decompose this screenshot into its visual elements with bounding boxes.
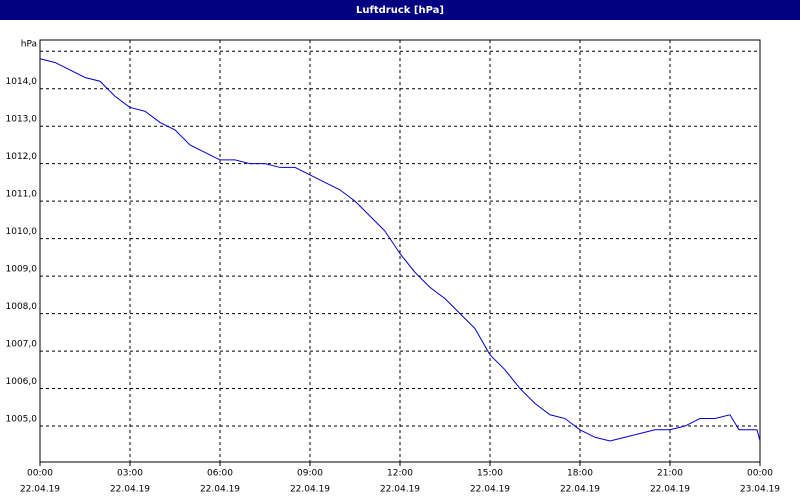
x-tick-date: 22.04.19 <box>290 485 330 495</box>
x-tick-label: 18:00 <box>567 469 593 479</box>
x-tick-date: 22.04.19 <box>650 485 690 495</box>
chart-title: Luftdruck [hPa] <box>356 5 444 16</box>
title-bar <box>0 0 800 20</box>
y-tick-label: 1011,0 <box>6 190 38 200</box>
data-line <box>39 58 761 442</box>
x-tick-label: 21:00 <box>657 469 683 479</box>
x-tick-label: 00:00 <box>747 469 773 479</box>
x-tick-date: 22.04.19 <box>20 485 60 495</box>
y-tick-label: 1012,0 <box>6 152 38 162</box>
y-tick-label: 1008,0 <box>6 302 38 312</box>
x-tick-label: 03:00 <box>117 469 143 479</box>
x-tick-date: 22.04.19 <box>380 485 420 495</box>
x-tick-label: 00:00 <box>27 469 53 479</box>
x-tick-label: 12:00 <box>387 469 413 479</box>
x-tick-date: 22.04.19 <box>470 485 510 495</box>
x-tick-label: 06:00 <box>207 469 233 479</box>
y-tick-label: 1009,0 <box>6 265 38 275</box>
y-tick-label: 1014,0 <box>6 77 38 87</box>
y-tick-label: 1013,0 <box>6 115 38 125</box>
x-tick-date: 22.04.19 <box>110 485 150 495</box>
y-tick-label: 1007,0 <box>6 340 38 350</box>
y-tick-label: hPa <box>21 40 37 50</box>
x-tick-label: 15:00 <box>477 469 503 479</box>
y-tick-label: 1006,0 <box>6 377 38 387</box>
x-tick-date: 22.04.19 <box>560 485 600 495</box>
x-tick-label: 09:00 <box>297 469 323 479</box>
x-tick-date: 23.04.19 <box>740 485 780 495</box>
y-tick-label: 1005,0 <box>6 415 38 425</box>
y-tick-label: 1010,0 <box>6 227 38 237</box>
x-tick-date: 22.04.19 <box>200 485 240 495</box>
